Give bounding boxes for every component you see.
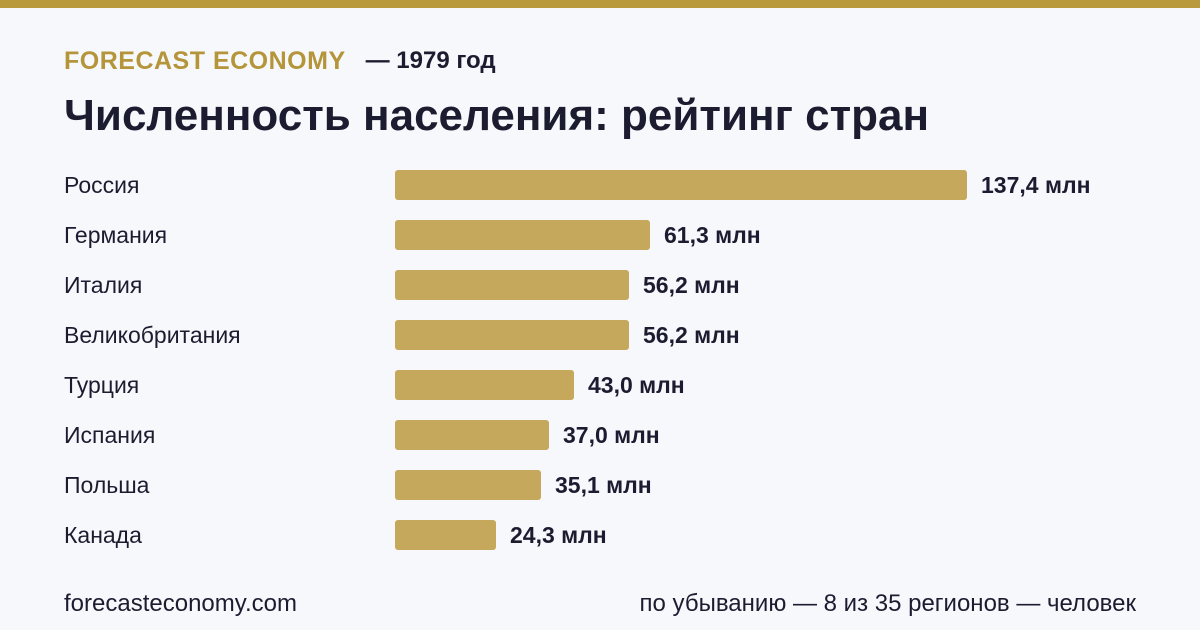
footer-site: forecasteconomy.com bbox=[64, 590, 297, 617]
bar bbox=[395, 420, 549, 450]
bar-value-label: 24,3 млн bbox=[510, 522, 607, 548]
bar-category-label: Великобритания bbox=[64, 322, 241, 348]
bar-value-label: 56,2 млн bbox=[643, 272, 740, 298]
footer-note: по убыванию — 8 из 35 регионов — человек bbox=[639, 590, 1136, 617]
bar bbox=[395, 470, 541, 500]
bar-category-label: Германия bbox=[64, 222, 168, 248]
bar bbox=[395, 170, 967, 200]
bar-category-label: Канада bbox=[64, 522, 142, 548]
bar-value-label: 61,3 млн bbox=[664, 222, 761, 248]
year-label: — 1979 год bbox=[365, 47, 496, 74]
bar-category-label: Италия bbox=[64, 272, 143, 298]
bar-value-label: 43,0 млн bbox=[588, 372, 685, 398]
bar-chart: Россия 137,4 млн Германия 61,3 млн Италия 56,… bbox=[0, 160, 1200, 560]
bar-value-label: 137,4 млн bbox=[981, 172, 1091, 198]
header-brand-line: FORECAST ECONOMY — 1979 год bbox=[64, 44, 496, 78]
bar-category-label: Турция bbox=[64, 372, 140, 398]
bar-value-label: 56,2 млн bbox=[643, 322, 740, 348]
bar bbox=[395, 270, 629, 300]
top-accent-bar bbox=[0, 0, 1200, 8]
bar bbox=[395, 520, 496, 550]
page-title: Численность населения: рейтинг стран bbox=[64, 91, 930, 140]
bar bbox=[395, 320, 629, 350]
bar-category-label: Польша bbox=[64, 472, 150, 498]
bar-value-label: 37,0 млн bbox=[563, 422, 660, 448]
bar-value-label: 35,1 млн bbox=[555, 472, 652, 498]
brand-name: FORECAST ECONOMY bbox=[64, 46, 346, 75]
bar-category-label: Испания bbox=[64, 422, 156, 448]
bar bbox=[395, 220, 650, 250]
bar bbox=[395, 370, 574, 400]
bar-category-label: Россия bbox=[64, 172, 140, 198]
